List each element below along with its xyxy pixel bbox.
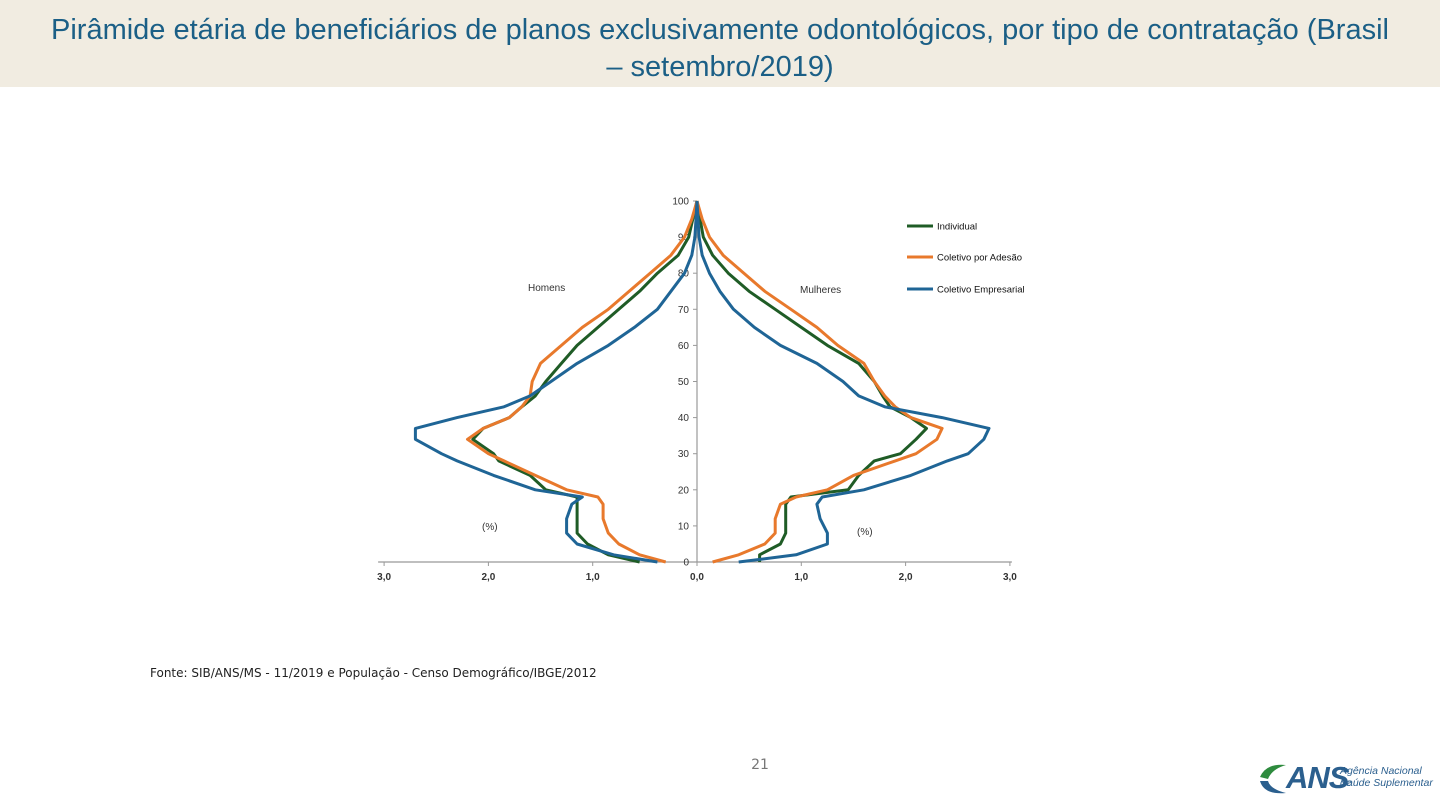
series-line-mulheres bbox=[695, 200, 944, 564]
x-tick-label: 3,0 bbox=[377, 572, 391, 583]
x-tick-label: 3,0 bbox=[1003, 572, 1017, 583]
y-tick-label: 30 bbox=[678, 449, 690, 460]
x-tick-label: 1,0 bbox=[586, 572, 600, 583]
y-tick-label: 0 bbox=[683, 558, 689, 569]
y-tick-label: 20 bbox=[678, 485, 690, 496]
ans-logo-word: ANS bbox=[1286, 760, 1349, 795]
label-unit-left: (%) bbox=[482, 522, 498, 533]
label-unit-right: (%) bbox=[857, 527, 873, 538]
page-number: 21 bbox=[751, 757, 769, 773]
x-tick-label: 0,0 bbox=[690, 572, 704, 583]
y-tick-label: 100 bbox=[672, 197, 689, 208]
slide-title: Pirâmide etária de beneficiários de plan… bbox=[51, 14, 1389, 83]
label-mulheres: Mulheres bbox=[800, 285, 841, 296]
ans-logo: ANS Agência Nacional de Saúde Suplementa… bbox=[1256, 756, 1434, 802]
x-tick-label: 1,0 bbox=[794, 572, 808, 583]
series-line-homens bbox=[466, 200, 699, 564]
y-tick-label: 50 bbox=[678, 377, 690, 388]
y-tick-label: 10 bbox=[678, 521, 690, 532]
x-tick-label: 2,0 bbox=[899, 572, 913, 583]
series-line-homens bbox=[413, 200, 699, 564]
y-tick-label: 60 bbox=[678, 341, 690, 352]
series-line-mulheres bbox=[695, 200, 991, 564]
title-bar bbox=[0, 0, 1440, 87]
series-line-mulheres bbox=[695, 200, 928, 562]
x-tick-label: 2,0 bbox=[481, 572, 495, 583]
legend-label: Coletivo Empresarial bbox=[937, 285, 1025, 296]
legend-label: Individual bbox=[937, 222, 977, 233]
ans-logo-line1: Agência Nacional de bbox=[1340, 765, 1422, 789]
legend-label: Coletivo por Adesão bbox=[937, 253, 1022, 264]
ans-logo-line2: Saúde Suplementar bbox=[1340, 777, 1433, 789]
source-note: Fonte: SIB/ANS/MS - 11/2019 e População … bbox=[150, 666, 597, 680]
y-tick-label: 40 bbox=[678, 413, 690, 424]
y-tick-label: 70 bbox=[678, 305, 690, 316]
label-homens: Homens bbox=[528, 283, 565, 294]
series-line-homens bbox=[471, 200, 699, 564]
ans-logo-mark-icon bbox=[1260, 764, 1286, 794]
